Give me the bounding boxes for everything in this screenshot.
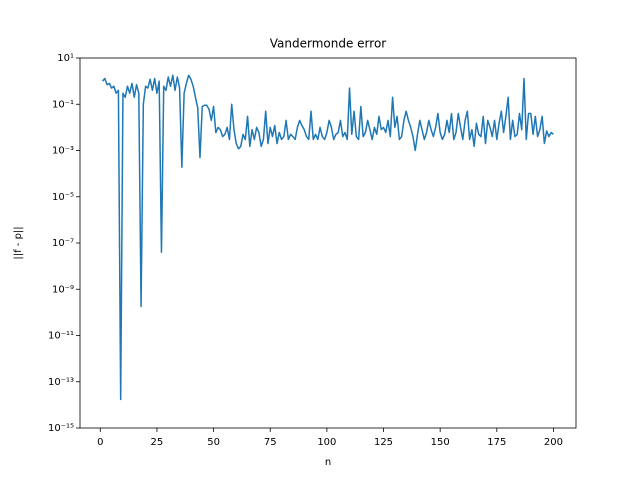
- x-tick-label: 0: [97, 437, 103, 448]
- y-tick-label: 10⁻¹¹: [48, 331, 74, 342]
- x-tick-label: 200: [544, 437, 563, 448]
- y-tick-label: 10⁻¹: [52, 99, 74, 110]
- x-tick-label: 75: [264, 437, 277, 448]
- y-tick-label: 10⁻⁷: [52, 238, 74, 249]
- y-tick-label: 10⁻¹³: [48, 377, 74, 388]
- y-tick-label: 10⁻³: [52, 146, 74, 157]
- chart-title: Vandermonde error: [270, 37, 387, 51]
- x-tick-label: 50: [207, 437, 220, 448]
- x-tick-label: 100: [317, 437, 336, 448]
- x-tick-label: 125: [374, 437, 393, 448]
- y-tick-label: 10⁻¹⁵: [48, 423, 74, 434]
- x-tick-label: 175: [487, 437, 506, 448]
- y-tick-label: 10⁻⁹: [52, 284, 74, 295]
- data-line: [101, 74, 554, 401]
- y-tick-label: 10⁻⁵: [52, 192, 74, 203]
- x-axis-label: n: [325, 457, 331, 468]
- y-axis-label: ||f - p||: [13, 226, 24, 259]
- x-tick-label: 150: [431, 437, 450, 448]
- y-tick-label: 10¹: [57, 53, 74, 64]
- x-tick-label: 25: [151, 437, 164, 448]
